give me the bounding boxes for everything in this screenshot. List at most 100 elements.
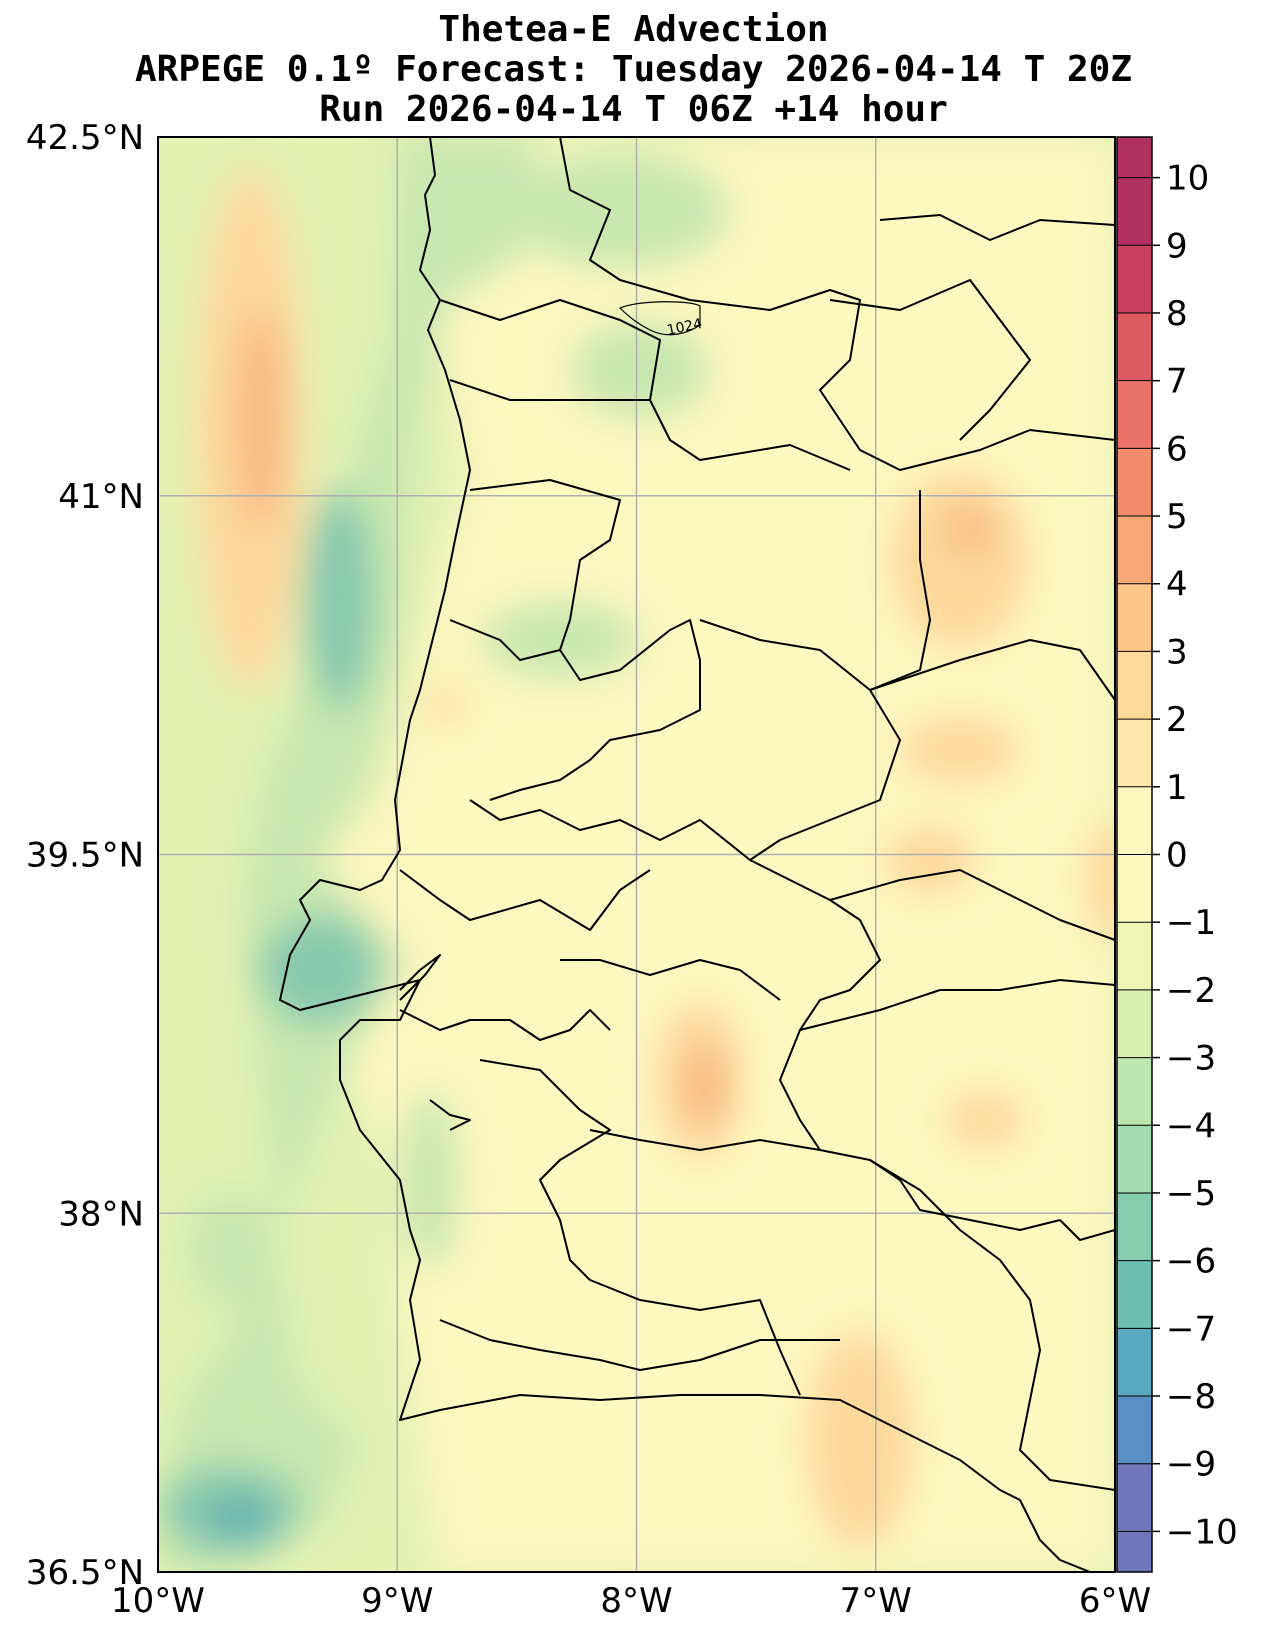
colorbar-tick-label: 9 — [1166, 226, 1188, 266]
colorbar-tick-label: −3 — [1166, 1039, 1216, 1079]
east-central-warm — [885, 825, 975, 895]
border-southeast-2 — [1059, 1219, 1115, 1241]
forecast-subtitle: ARPEGE 0.1º Forecast: Tuesday 2026-04-14… — [135, 49, 1132, 90]
colorbar-segment — [1117, 651, 1152, 720]
border-south-1 — [479, 1059, 611, 1281]
lisbon-cool-core — [260, 915, 380, 1025]
border-south-west — [399, 1009, 611, 1041]
colorbar-tick-label: 8 — [1166, 294, 1188, 334]
border-central-4 — [469, 799, 881, 1151]
coastline — [279, 137, 1091, 1572]
border-central-1 — [469, 479, 701, 801]
longitude-tick-label: 8°W — [600, 1581, 672, 1621]
colorbar-segment — [1117, 312, 1152, 382]
colorbar-tick-label: 0 — [1166, 836, 1188, 876]
isobar-1024 — [619, 301, 701, 336]
colorbar-tick-label: −8 — [1166, 1377, 1216, 1417]
colorbar-segment — [1117, 1125, 1152, 1194]
border-central-6 — [560, 959, 781, 1001]
colorbar-segment — [1117, 1260, 1152, 1329]
longitude-tick-label: 9°W — [361, 1581, 433, 1621]
colorbar-segment — [1117, 1396, 1152, 1465]
border-south-3 — [589, 1279, 801, 1396]
latitude-tick-label: 41°N — [58, 477, 144, 517]
colorbar-segment — [1117, 448, 1152, 517]
colorbar-tick-label: 2 — [1166, 700, 1188, 740]
border-northeast — [879, 214, 1115, 241]
colorbar-segment — [1117, 1057, 1152, 1126]
colorbar-tick-label: −10 — [1166, 1512, 1238, 1552]
colorbar-tick-label: −1 — [1166, 903, 1216, 943]
north-interior-cool — [570, 320, 710, 420]
border-north-1 — [559, 137, 1115, 471]
coastline-and-borders — [279, 137, 1115, 1572]
colorbar-segment — [1117, 786, 1152, 855]
colorbar-tick-label: −9 — [1166, 1445, 1216, 1485]
colorbar-segment — [1117, 583, 1152, 652]
northeast-warm-area — [890, 470, 1030, 650]
colorbar-tick-label: 5 — [1166, 497, 1188, 537]
colorbar-extend-top — [1117, 137, 1152, 179]
map-frame — [157, 136, 1116, 1573]
colorbar-frame — [1116, 136, 1153, 1573]
colorbar-tick-label: 10 — [1166, 159, 1209, 199]
isobar-label: 1024 — [666, 316, 704, 339]
colorbar-tick-label: −4 — [1166, 1106, 1216, 1146]
border-east-2 — [869, 639, 1115, 701]
colorbar-segment — [1117, 989, 1152, 1059]
border-east-4 — [799, 979, 1115, 1031]
northern-cool-region — [510, 150, 730, 270]
colorbar-extend-bottom — [1117, 1531, 1152, 1572]
colorbar-tick-label: 6 — [1166, 429, 1188, 469]
coastal-cool-band — [158, 137, 540, 1572]
map-title: Thetea-E Advection — [438, 9, 829, 50]
sado-estuary — [429, 1099, 471, 1131]
latitude-tick-label: 36.5°N — [26, 1553, 144, 1593]
border-north-2 — [439, 299, 851, 471]
central-cool-patch — [480, 600, 640, 680]
colorbar-tick-label: −7 — [1166, 1309, 1216, 1349]
southeast-warm-area — [805, 1330, 915, 1550]
colorbar-tick-label: 3 — [1166, 632, 1188, 672]
tagus-estuary — [399, 954, 441, 1001]
border-southeast-1 — [869, 1159, 1115, 1491]
latitude-tick-label: 42.5°N — [26, 118, 144, 158]
colorbar-segment — [1117, 1463, 1152, 1532]
colorbar-tick-label: −2 — [1166, 971, 1216, 1011]
longitude-labels: 10°W 9°W 8°W 7°W 6°W — [111, 1581, 1151, 1621]
coastal-warm-patch — [425, 685, 465, 725]
latitude-tick-label: 38°N — [58, 1194, 144, 1234]
longitude-tick-label: 7°W — [840, 1581, 912, 1621]
colorbar-segment — [1117, 854, 1152, 923]
border-northeast-2 — [829, 279, 1031, 441]
colorbar-segment — [1117, 177, 1152, 246]
southeast-small-warm — [945, 1090, 1025, 1150]
colorbar-segment — [1117, 1328, 1152, 1397]
west-ocean-cool — [185, 1190, 275, 1310]
latitude-tick-label: 39.5°N — [26, 836, 144, 876]
border-north-3 — [449, 379, 650, 401]
longitude-tick-label: 10°W — [111, 1581, 205, 1621]
coastal-cool-core — [305, 490, 375, 710]
eastern-edge-warm — [1085, 820, 1115, 940]
central-warm-core — [685, 1045, 725, 1125]
coastal-south-cool — [400, 1090, 460, 1270]
southwest-cold-core — [210, 1498, 270, 1542]
longitude-tick-label: 6°W — [1079, 1581, 1151, 1621]
border-east-3 — [829, 869, 1115, 941]
border-central-2 — [449, 619, 561, 661]
colorbar-segment — [1117, 245, 1152, 314]
east-warm-patch — [900, 715, 1020, 785]
border-central-5 — [399, 869, 651, 931]
border-central-3 — [699, 619, 901, 861]
border-east-1 — [869, 490, 931, 691]
colorbar-segment — [1117, 1192, 1152, 1262]
border-south-4 — [439, 1319, 840, 1371]
colorbar-tick-label: 4 — [1166, 565, 1188, 605]
northeast-warm-core — [948, 508, 992, 552]
colorbar-segment — [1117, 380, 1152, 449]
colorbar-segment — [1117, 719, 1152, 788]
colorbar-tick-label: −5 — [1166, 1174, 1216, 1214]
